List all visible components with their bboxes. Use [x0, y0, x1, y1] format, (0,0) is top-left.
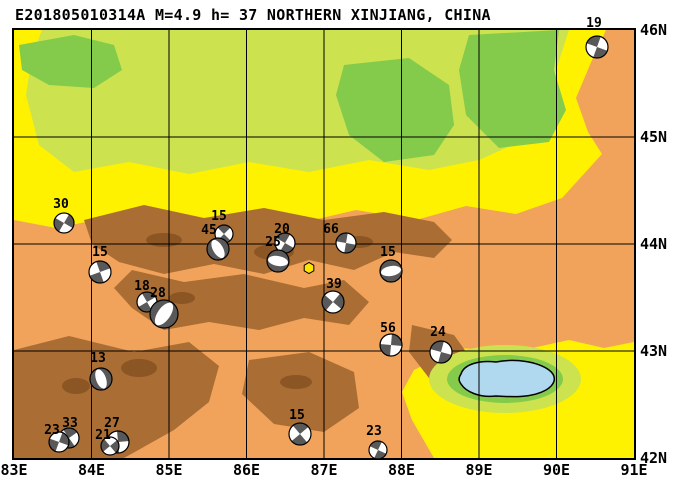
lon-label: 91E: [620, 461, 648, 479]
event-label: 15: [92, 245, 108, 260]
epicenter-marker[interactable]: [303, 261, 315, 275]
terrain-darkspot: [121, 359, 157, 377]
event-label: 56: [380, 321, 396, 336]
lon-label: 89E: [465, 461, 493, 479]
event-label: 24: [430, 325, 446, 340]
event-label: 15: [211, 209, 227, 224]
lat-label: 44N: [640, 235, 668, 253]
lat-label: 43N: [640, 342, 668, 360]
focal-mechanism[interactable]: 15: [285, 408, 316, 449]
lon-label: 87E: [310, 461, 338, 479]
graticule: [14, 30, 634, 458]
focal-mechanism[interactable]: 15: [379, 245, 403, 283]
focal-mechanism[interactable]: 66: [323, 222, 357, 255]
event-label: 33: [62, 416, 78, 431]
event-label: 15: [380, 245, 396, 260]
terrain-darkspot: [280, 375, 312, 389]
event-label: 39: [326, 277, 342, 292]
longitude-axis: 83E 84E 85E 86E 87E 88E 89E 90E 91E: [0, 461, 694, 483]
latitude-axis: 46N 45N 44N 43N 42N: [640, 0, 694, 492]
plot-title: E201805010314A M=4.9 h= 37 NORTHERN XINJ…: [15, 6, 491, 24]
focal-mechanism[interactable]: 56: [379, 321, 403, 357]
focal-mechanism[interactable]: 20: [271, 222, 298, 257]
lon-label: 84E: [77, 461, 106, 479]
focal-mechanism[interactable]: 30: [50, 197, 77, 237]
event-label: 13: [90, 351, 106, 366]
terrain-green-center: [336, 58, 454, 162]
event-label: 20: [274, 222, 290, 237]
terrain-mountain-south: [242, 352, 359, 432]
terrain-green-northwest: [19, 35, 122, 88]
event-label: 27: [104, 416, 120, 431]
lat-label: 42N: [640, 449, 668, 467]
event-label: 19: [586, 16, 602, 31]
focal-mechanism[interactable]: 21: [95, 428, 123, 459]
focal-mechanism[interactable]: 28: [149, 286, 179, 329]
event-label: 30: [53, 197, 69, 212]
event-label: 15: [289, 408, 305, 423]
lon-label: 90E: [542, 461, 571, 479]
terrain-green-northeast: [459, 30, 566, 148]
map-area: 19 30 15 15 45 20 25 66 15 39 18 28 56 24 13 33 23 27 21 15…: [12, 16, 636, 460]
event-label: 45: [201, 223, 217, 238]
focal-mechanism[interactable]: 25: [265, 235, 290, 273]
focal-mechanism[interactable]: 19: [583, 16, 611, 61]
terrain-darkspot: [169, 292, 195, 304]
focal-mechanism[interactable]: 13: [89, 351, 113, 391]
event-label: 28: [150, 286, 166, 301]
event-label: 18: [134, 279, 150, 294]
lat-label: 46N: [640, 21, 668, 39]
lon-label: 85E: [155, 461, 183, 479]
terrain-mountain-southwest: [14, 336, 219, 458]
focal-mechanism[interactable]: 24: [428, 325, 455, 365]
focal-mechanism[interactable]: 39: [318, 277, 349, 317]
event-label: 23: [366, 424, 382, 439]
terrain-mountain-ridge-1: [84, 205, 452, 274]
lake: [458, 359, 555, 398]
lon-label: 86E: [232, 461, 261, 479]
focal-mechanism[interactable]: 15: [86, 245, 114, 286]
lon-label: 88E: [387, 461, 416, 479]
marker-layer: [303, 261, 315, 275]
terrain-darkspot: [146, 233, 182, 247]
event-label: 21: [95, 428, 111, 443]
event-label: 66: [323, 222, 339, 237]
lat-label: 45N: [640, 128, 668, 146]
terrain-darkspot: [62, 378, 90, 394]
event-label: 23: [44, 423, 60, 438]
focal-mechanism[interactable]: 23: [44, 423, 72, 455]
lon-label: 83E: [0, 461, 28, 479]
event-label: 25: [265, 235, 281, 250]
focal-mechanism[interactable]: 45: [201, 223, 230, 261]
focal-mechanism[interactable]: 23: [366, 424, 390, 462]
